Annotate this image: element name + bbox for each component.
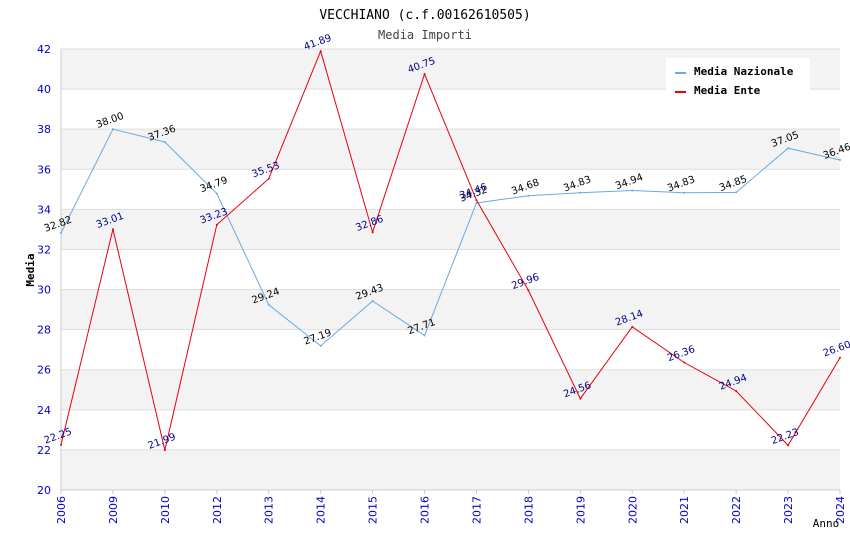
y-tick-label: 22	[37, 444, 51, 457]
y-tick-label: 42	[37, 43, 51, 56]
chart-title: VECCHIANO (c.f.00162610505)	[319, 8, 530, 23]
data-point-nazionale	[527, 194, 530, 197]
data-point-nazionale	[163, 141, 166, 144]
x-tick-label: 2017	[470, 496, 483, 524]
data-point-nazionale	[111, 128, 114, 131]
data-point-nazionale	[267, 303, 270, 306]
data-label-nazionale: 27.19	[302, 327, 333, 347]
data-point-ente	[267, 177, 270, 180]
x-tick-label: 2012	[211, 496, 224, 524]
x-tick-label: 2020	[626, 496, 639, 524]
x-tick-label: 2009	[107, 496, 120, 524]
data-point-ente	[475, 199, 478, 202]
y-axis-label: Media	[24, 253, 37, 286]
data-label-nazionale: 34.83	[666, 174, 697, 194]
x-tick-label: 2022	[730, 496, 743, 524]
x-tick-label: 2024	[834, 496, 847, 524]
y-tick-label: 24	[37, 404, 51, 417]
x-tick-label: 2014	[315, 496, 328, 524]
x-tick-label: 2023	[782, 496, 795, 524]
data-label-nazionale: 34.94	[614, 172, 645, 192]
legend: Media Nazionale Media Ente	[666, 58, 810, 102]
data-label-nazionale: 34.83	[562, 174, 593, 194]
series-line-ente	[60, 49, 841, 451]
data-label-nazionale: 38.00	[95, 111, 126, 131]
x-tick-label: 2021	[678, 496, 691, 524]
data-point-nazionale	[371, 299, 374, 302]
data-point-ente	[631, 325, 634, 328]
y-tick-label: 28	[37, 324, 51, 337]
data-label-ente: 22.25	[43, 426, 74, 446]
data-label-ente: 29.96	[510, 272, 541, 292]
grid-band	[61, 289, 840, 330]
data-point-ente	[787, 444, 790, 447]
data-point-ente	[735, 389, 738, 392]
x-tick-label: 2010	[159, 496, 172, 524]
y-tick-label: 36	[37, 163, 51, 176]
data-label-nazionale: 34.68	[510, 177, 541, 197]
legend-label-ente: Media Ente	[694, 84, 761, 97]
y-tick-label: 30	[37, 284, 51, 297]
data-point-ente	[60, 443, 62, 446]
data-label-ente: 26.60	[822, 339, 850, 359]
x-axis-label: Anno	[813, 517, 840, 530]
data-point-ente	[683, 361, 686, 364]
data-point-ente	[111, 228, 114, 231]
y-tick-label: 34	[37, 203, 51, 216]
chart-subtitle: Media Importi	[378, 28, 472, 42]
data-point-nazionale	[787, 147, 790, 150]
data-point-ente	[215, 223, 218, 226]
data-point-nazionale	[423, 334, 426, 337]
data-point-ente	[423, 73, 426, 76]
data-point-nazionale	[215, 192, 218, 195]
x-tick-label: 2015	[367, 496, 380, 524]
x-tick-label: 2016	[419, 496, 432, 524]
x-tick-label: 2018	[522, 496, 535, 524]
data-point-nazionale	[60, 232, 62, 235]
y-tick-label: 32	[37, 243, 51, 256]
data-point-ente	[163, 449, 166, 452]
legend-box	[666, 58, 810, 102]
x-tick-label: 2013	[263, 496, 276, 524]
data-label-ente: 21.99	[147, 432, 178, 452]
y-tick-label: 40	[37, 83, 51, 96]
data-label-nazionale: 34.85	[718, 174, 749, 194]
data-point-ente	[319, 50, 322, 53]
data-point-nazionale	[319, 344, 322, 347]
grid-band	[61, 209, 840, 250]
data-label-ente: 26.36	[666, 344, 697, 364]
data-point-nazionale	[475, 201, 478, 204]
series-line-nazionale	[60, 128, 841, 347]
y-tick-label: 20	[37, 484, 51, 497]
data-point-nazionale	[683, 191, 686, 194]
data-point-ente	[371, 231, 374, 234]
grid-band	[61, 129, 840, 170]
y-tick-label: 38	[37, 123, 51, 136]
y-tick-label: 26	[37, 364, 51, 377]
data-point-nazionale	[631, 189, 634, 192]
grid-band	[61, 449, 840, 490]
data-point-nazionale	[579, 191, 582, 194]
legend-label-nazionale: Media Nazionale	[694, 65, 794, 78]
x-tick-label: 2019	[574, 496, 587, 524]
data-point-ente	[527, 289, 530, 292]
data-label-nazionale: 34.79	[199, 175, 230, 195]
data-point-ente	[579, 397, 582, 400]
x-tick-label: 2006	[55, 496, 68, 524]
data-point-nazionale	[735, 191, 738, 194]
data-point-nazionale	[839, 159, 841, 162]
data-label-ente: 22.23	[770, 427, 801, 447]
data-point-ente	[839, 356, 841, 359]
